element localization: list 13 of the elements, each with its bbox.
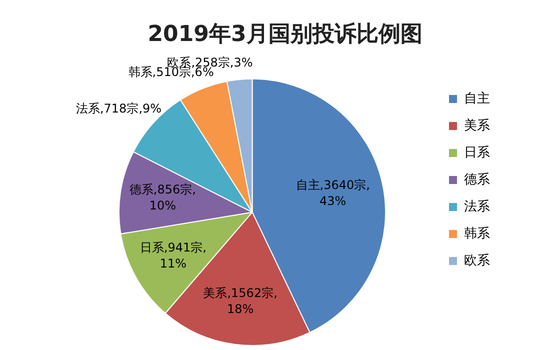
legend-label: 德系 xyxy=(464,172,490,188)
legend-label: 欧系 xyxy=(464,253,490,268)
data-label: 法系,718宗,9% xyxy=(76,101,162,116)
legend-label: 自主 xyxy=(464,90,490,106)
data-label: 自主,3640宗,43% xyxy=(296,178,370,208)
legend-label: 韩系 xyxy=(464,226,490,242)
chart-title: 2019年3月国别投诉比例图 xyxy=(148,22,422,47)
data-label: 美系,1562宗,18% xyxy=(203,286,278,316)
legend-label: 日系 xyxy=(464,145,490,160)
data-label: 德系,856宗,10% xyxy=(129,182,196,212)
legend-label: 法系 xyxy=(464,199,490,214)
data-label: 日系,941宗,11% xyxy=(140,240,206,271)
legend-label: 美系 xyxy=(464,117,490,134)
